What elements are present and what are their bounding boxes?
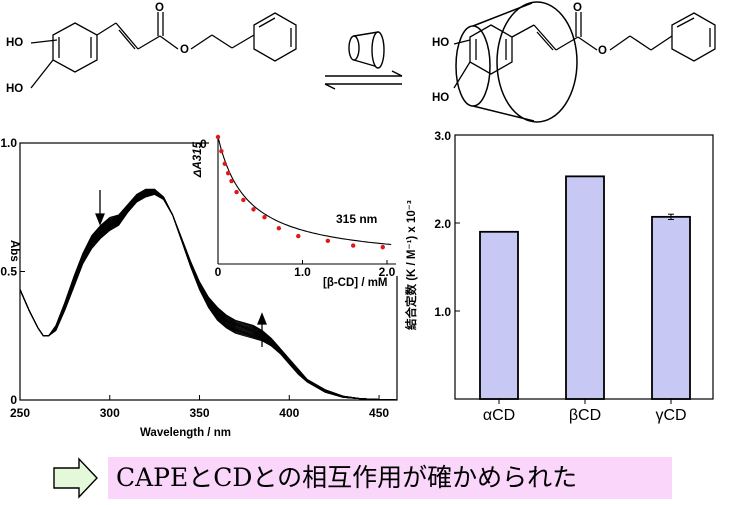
- inset-wavelength-annotation: 315 nm: [336, 212, 377, 226]
- inset-y-axis-label: ΔA315: [192, 141, 204, 178]
- right-oh-bottom-label: HO: [432, 92, 449, 104]
- left-carbonyl-o-label: O: [155, 2, 164, 14]
- inset-data-point: [222, 161, 227, 166]
- inset-data-point: [241, 197, 246, 203]
- right-molecule: [453, 12, 716, 89]
- spectrum-y-tick: 0: [10, 393, 17, 407]
- inset-data-point: [380, 244, 385, 250]
- binding-constant-bar-chart: 1.0 2.0 3.0 αCD βCD γCD 結合定数 (K / M⁻¹) x 10⁻…: [404, 129, 714, 424]
- inset-y-tick-0: 0: [200, 137, 207, 151]
- bar-y-tick: 2.0: [434, 217, 451, 231]
- spectrum-x-tick: 300: [100, 406, 120, 420]
- spectrum-y-axis-label: Abs: [8, 240, 20, 262]
- spectrum-x-tick: 400: [279, 406, 299, 420]
- bar: [651, 215, 691, 400]
- left-oh-top-label: HO: [6, 37, 23, 49]
- right-oh-top-label: HO: [432, 37, 449, 49]
- spectrum-y-tick: 1.0: [0, 136, 17, 150]
- right-carbonyl-o-label: O: [573, 2, 582, 14]
- right-ester-o-label: O: [598, 45, 607, 57]
- spectrum-x-tick: 450: [369, 406, 389, 420]
- bar-category-label: γCD: [655, 407, 686, 424]
- inset-titration-chart: 0 1.0 2.0 0 ΔA315 315 nm [β-CD] / mM: [192, 131, 399, 289]
- bar-y-tick: 1.0: [434, 305, 451, 319]
- inset-data-point: [219, 148, 224, 154]
- inset-data-point: [276, 226, 282, 231]
- inset-data-point: [225, 170, 231, 176]
- left-molecule: [30, 12, 297, 89]
- inset-x-tick: 1.0: [294, 265, 311, 279]
- inset-data-point: [215, 134, 221, 140]
- inset-x-tick: 0: [215, 265, 222, 279]
- inset-data-point: [234, 189, 239, 195]
- spectrum-x-tick: 250: [10, 406, 30, 420]
- footer-arrow-icon: [53, 457, 98, 499]
- inset-data-point: [296, 233, 301, 239]
- inset-x-axis-label: [β-CD] / mM: [323, 277, 388, 289]
- left-ester-o-label: O: [180, 44, 189, 56]
- inset-data-point: [251, 207, 256, 212]
- equilibrium-arrows: [324, 70, 403, 90]
- spectrum-y-tick: 0.5: [0, 265, 17, 279]
- inset-data-point: [351, 243, 356, 248]
- decrease-arrow: [95, 190, 105, 226]
- inset-fit-curve: [217, 136, 392, 246]
- spectrum-curve: [19, 193, 398, 401]
- left-oh-bottom-label: HO: [6, 83, 23, 95]
- bar-category-label: βCD: [569, 407, 601, 424]
- inset-data-point: [229, 178, 234, 184]
- cd-cone-overlay: [455, 1, 578, 123]
- bar: [565, 175, 605, 400]
- bar-category-label: αCD: [483, 407, 515, 424]
- spectrum-x-tick: 350: [190, 406, 210, 420]
- inset-data-point: [262, 215, 267, 220]
- inset-x-tick: 2.0: [379, 265, 396, 279]
- bar-y-axis-label: 結合定数 (K / M⁻¹) x 10⁻³: [404, 200, 418, 330]
- conclusion-text: CAPEとCDとの相互作用が確かめられた: [108, 457, 672, 499]
- bar-y-tick: 3.0: [434, 129, 451, 143]
- bar: [479, 230, 519, 400]
- inset-data-point: [325, 238, 331, 244]
- increase-arrow: [257, 312, 267, 347]
- cyclodextrin-cone-icon: [348, 31, 385, 69]
- spectrum-x-axis-label: Wavelength / nm: [140, 427, 231, 439]
